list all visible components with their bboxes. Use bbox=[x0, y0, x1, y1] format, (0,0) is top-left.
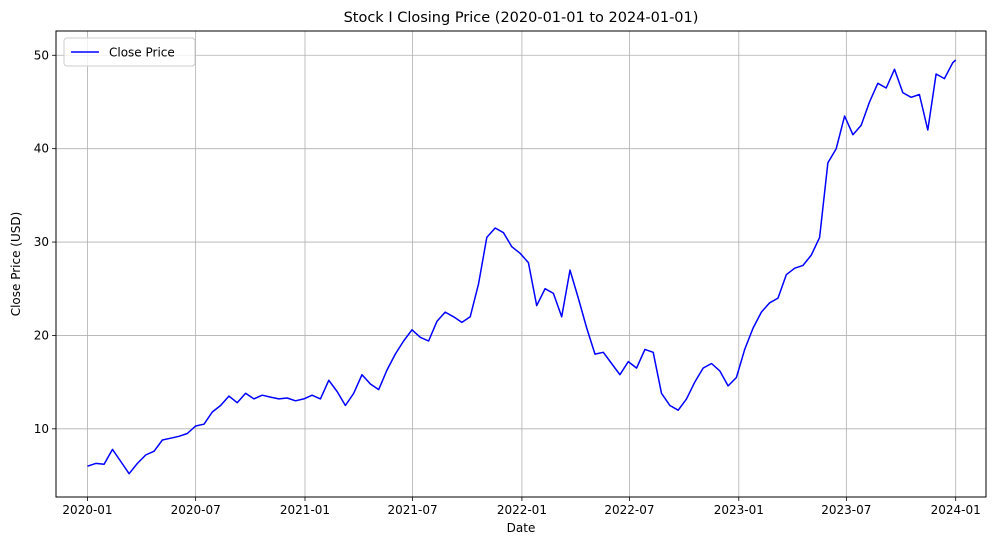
y-tick-label: 30 bbox=[34, 235, 49, 249]
x-tick-label: 2023-01 bbox=[714, 503, 764, 517]
x-tick-label: 2022-07 bbox=[604, 503, 654, 517]
x-tick-label: 2022-01 bbox=[497, 503, 547, 517]
legend-frame bbox=[63, 37, 196, 67]
y-tick-label: 50 bbox=[34, 48, 49, 62]
plot-frame bbox=[55, 30, 987, 498]
x-axis: 2020-01 2020-07 2021-01 2021-07 2022-01 2022-… bbox=[62, 497, 981, 517]
y-axis-label: Close Price (USD) bbox=[9, 212, 23, 317]
x-tick-label: 2020-01 bbox=[62, 503, 112, 517]
x-tick-label: 2021-07 bbox=[387, 503, 437, 517]
legend: Close Price bbox=[63, 37, 196, 67]
x-tick-label: 2020-07 bbox=[171, 503, 221, 517]
legend-label: Close Price bbox=[109, 46, 175, 60]
x-tick-label: 2023-07 bbox=[821, 503, 871, 517]
x-tick-label: 2024-01 bbox=[931, 503, 981, 517]
series-layer bbox=[87, 59, 957, 475]
grid bbox=[56, 31, 986, 497]
y-axis: 10 20 30 40 50 bbox=[34, 48, 56, 436]
x-axis-label: Date bbox=[507, 521, 536, 535]
close-price-line bbox=[87, 59, 957, 475]
chart-title: Stock I Closing Price (2020-01-01 to 202… bbox=[344, 10, 699, 26]
y-tick-label: 20 bbox=[34, 328, 49, 342]
y-tick-label: 40 bbox=[34, 142, 49, 156]
y-tick-label: 10 bbox=[34, 422, 49, 436]
x-tick-label: 2021-01 bbox=[280, 503, 330, 517]
